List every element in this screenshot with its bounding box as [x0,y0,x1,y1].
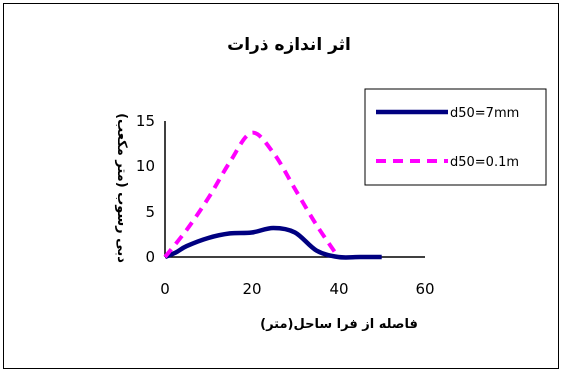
series-line-d50-7mm [164,225,382,260]
x-tick-label: 0 [160,280,170,298]
x-tick-label: 40 [329,280,348,298]
legend-label-d50-7mm: d50=7mm [450,106,519,121]
legend-label-d50-0-1m: d50=0.1m [450,155,519,170]
series-layer [163,130,382,260]
chart-frame: اثر اندازه ذرات دبی رسوب (متر مکعب) فاصل… [3,3,559,369]
legend-box [364,88,547,186]
y-tick-label: 0 [145,248,155,266]
series-line-d50-0-1m [163,130,340,259]
legend: d50=7mm d50=0.1m [364,88,547,186]
y-tick-label: 15 [136,112,155,130]
y-tick-label: 10 [136,157,155,175]
line-chart: اثر اندازه ذرات دبی رسوب (متر مکعب) فاصل… [114,35,547,332]
y-tick-label: 5 [145,203,155,221]
x-tick-label: 60 [415,280,434,298]
x-tick-label: 20 [242,280,261,298]
x-axis-label: فاصله از فرا ساحل(متر) [260,317,418,332]
chart-title: اثر اندازه ذرات [227,35,351,55]
y-axis-label: دبی رسوب (متر مکعب) [114,113,129,263]
